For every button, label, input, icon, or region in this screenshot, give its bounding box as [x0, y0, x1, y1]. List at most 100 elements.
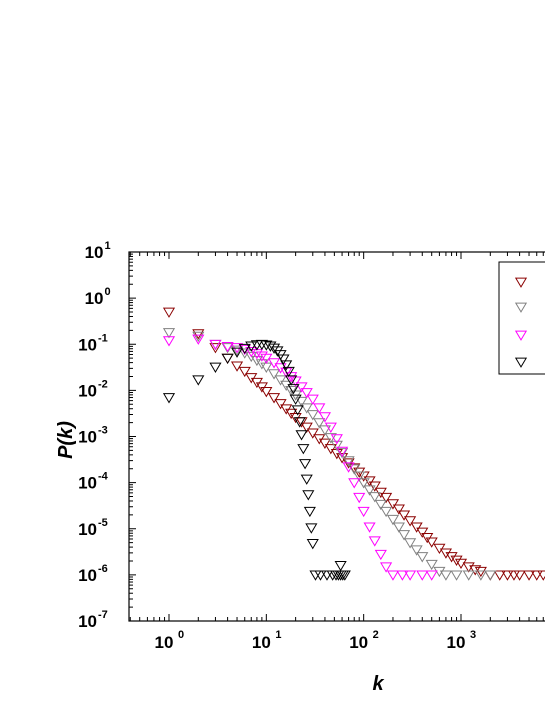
- data-point: [353, 467, 366, 478]
- legend: [498, 261, 545, 375]
- data-point: [300, 422, 313, 434]
- data-point: [300, 403, 313, 414]
- data-point: [255, 359, 268, 370]
- x-tick-label: 10: [447, 633, 466, 652]
- data-point: [324, 444, 337, 455]
- data-point: [425, 570, 438, 581]
- data-point: [530, 570, 543, 581]
- data-point: [245, 341, 258, 352]
- data-point: [293, 417, 306, 428]
- data-point: [250, 355, 263, 367]
- data-point: [334, 561, 347, 572]
- y-tick-label: 10: [78, 474, 97, 493]
- data-point: [462, 570, 475, 581]
- data-point: [162, 393, 176, 404]
- data-point: [484, 570, 497, 581]
- data-point: [162, 328, 176, 339]
- data-point: [274, 399, 287, 410]
- data-point: [238, 343, 251, 355]
- data-point: [245, 346, 258, 358]
- data-point: [230, 347, 244, 358]
- data-point: [282, 366, 295, 378]
- data-point: [295, 430, 308, 441]
- data-point: [493, 570, 506, 581]
- y-tick-label: 10: [78, 612, 97, 631]
- data-point: [305, 523, 318, 534]
- data-point: [445, 552, 458, 563]
- data-point: [368, 481, 381, 492]
- data-point: [192, 375, 205, 386]
- data-point: [397, 510, 411, 521]
- data-point: [353, 492, 366, 504]
- data-point: [260, 340, 273, 351]
- data-point: [374, 499, 387, 511]
- data-point: [380, 492, 393, 504]
- data-point: [221, 341, 234, 353]
- data-point: [318, 438, 332, 450]
- data-point: [335, 448, 349, 459]
- data-point: [295, 396, 308, 408]
- data-point: [386, 499, 400, 510]
- data-point: [404, 516, 417, 527]
- data-point: [410, 522, 423, 533]
- data-point: [537, 570, 545, 581]
- data-point: [289, 394, 302, 405]
- data-point: [392, 522, 405, 533]
- y-tick-label: 10: [78, 428, 97, 447]
- data-point: [295, 382, 308, 393]
- data-point: [221, 353, 234, 365]
- x-tick-exponent: 1: [275, 629, 281, 641]
- data-point: [363, 485, 376, 496]
- data-point: [192, 331, 205, 343]
- data-point: [277, 354, 290, 365]
- data-point: [306, 539, 319, 550]
- data-point: [255, 339, 268, 351]
- data-point: [330, 440, 343, 452]
- data-point: [380, 506, 393, 518]
- data-point: [450, 570, 463, 581]
- data-point: [386, 570, 400, 581]
- data-point: [274, 375, 287, 386]
- series-1: [162, 307, 545, 581]
- data-point: [192, 334, 205, 345]
- data-point: [348, 478, 361, 489]
- y-tick-label: 10: [78, 381, 97, 400]
- y-tick-exponent: -4: [98, 471, 109, 483]
- data-point: [267, 358, 281, 369]
- data-point: [192, 329, 205, 340]
- data-point: [410, 545, 423, 556]
- data-point: [280, 360, 293, 371]
- data-point: [313, 418, 326, 429]
- data-point: [513, 570, 526, 581]
- y-tick-exponent: -3: [98, 425, 108, 437]
- legend-marker: [514, 357, 528, 368]
- data-point: [267, 343, 281, 354]
- data-point: [357, 478, 370, 489]
- data-point: [404, 570, 417, 581]
- y-tick-exponent: -7: [98, 609, 108, 621]
- data-point: [306, 410, 319, 421]
- data-point: [397, 530, 411, 541]
- data-point: [291, 405, 304, 416]
- data-point: [260, 387, 273, 398]
- series-2: [162, 328, 497, 581]
- data-point: [342, 456, 355, 467]
- data-point: [298, 459, 312, 470]
- data-point: [300, 474, 313, 485]
- y-tick-label: 10: [85, 289, 104, 308]
- y-tick-label: 10: [78, 520, 97, 539]
- data-point: [209, 339, 222, 351]
- legend-marker: [514, 330, 528, 341]
- data-point: [255, 351, 268, 362]
- data-point: [324, 422, 337, 434]
- data-point: [484, 570, 497, 581]
- data-point: [330, 434, 343, 445]
- data-point: [300, 388, 313, 399]
- legend-marker: [514, 302, 528, 313]
- x-tick-label: 10: [349, 633, 368, 652]
- data-point: [342, 462, 355, 473]
- data-point: [238, 366, 251, 378]
- data-point: [318, 425, 332, 436]
- data-point: [313, 403, 326, 414]
- data-point: [314, 570, 327, 581]
